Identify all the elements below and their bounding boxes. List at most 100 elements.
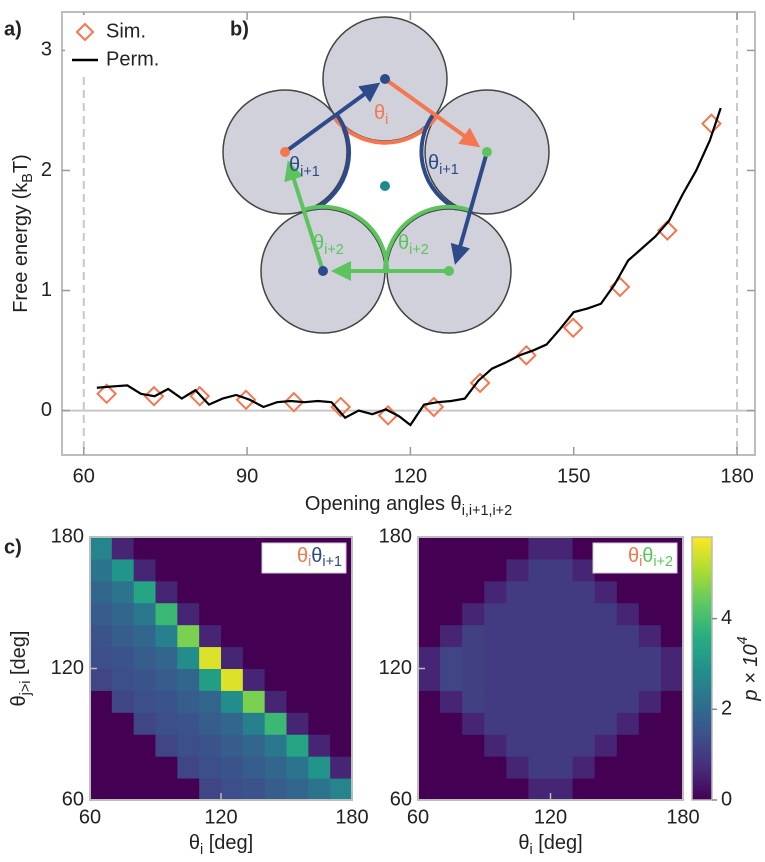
angle-label: θi+1 — [289, 154, 320, 180]
colorbar-tick-label: 0 — [721, 788, 732, 810]
heatmap-cell — [594, 756, 618, 779]
heatmap-cell — [462, 624, 485, 648]
label-text: [deg] — [203, 832, 253, 854]
data-point — [423, 396, 445, 418]
heatmap-cell — [418, 624, 441, 648]
heatmap-cell — [242, 734, 266, 757]
heatmap-cell — [660, 624, 684, 648]
subscript: i+1 — [439, 162, 459, 178]
heatmap-cell — [155, 778, 178, 801]
heatmap-cell — [199, 734, 222, 757]
heatmap-cell — [308, 668, 331, 691]
heatmap-cell — [264, 602, 287, 626]
heatmap-cell — [462, 558, 485, 582]
x-tick-label: 120 — [204, 806, 237, 828]
heatmap-cell — [330, 646, 353, 669]
heatmap-cell — [177, 646, 200, 669]
heatmap-cell — [199, 537, 222, 560]
heatmap-cell — [418, 602, 441, 626]
heatmap-cell — [308, 712, 331, 735]
heatmap-cell — [550, 690, 574, 713]
heatmap-cell — [286, 712, 309, 735]
heatmap-cell — [330, 778, 353, 801]
heatmap-cell — [528, 580, 551, 604]
heatmap-cell — [506, 778, 529, 801]
heatmap-cell — [286, 668, 309, 691]
heatmap-cell — [133, 712, 156, 735]
heatmap-cell — [462, 646, 485, 669]
panel-label: a) — [4, 18, 22, 40]
data-point — [515, 344, 537, 366]
heatmap-cell — [111, 690, 135, 713]
heatmap-cell — [616, 778, 640, 801]
heatmap-cell — [550, 580, 574, 604]
heatmap-cell — [177, 558, 200, 582]
heatmap-cell — [177, 624, 200, 648]
heatmap-cell — [177, 690, 200, 713]
heatmap-cell — [506, 712, 529, 735]
heatmap-cell — [484, 602, 507, 626]
data-point — [189, 385, 211, 407]
heatmap-cell — [221, 712, 244, 735]
heatmap-cell — [550, 602, 574, 626]
heatmap-cell — [572, 778, 596, 801]
heatmap-cell — [616, 690, 640, 713]
heatmap-cell — [660, 712, 684, 735]
heatmap-cell — [155, 580, 178, 604]
heatmap-cell — [572, 690, 596, 713]
heatmap-cell — [90, 558, 113, 582]
heatmap-cell — [308, 734, 331, 757]
heatmap-cell — [242, 537, 266, 560]
heatmap-cell — [155, 537, 178, 560]
heatmap-cell — [506, 537, 529, 560]
subscript: i+2 — [324, 242, 344, 258]
heatmap-cell — [484, 778, 507, 801]
heatmap-cell — [308, 646, 331, 669]
heatmap-cell — [221, 778, 244, 801]
heatmap-cell — [199, 778, 222, 801]
heatmap-cell — [264, 668, 287, 691]
heatmap-cell — [286, 690, 309, 713]
legend-label: θiθi+1 — [297, 545, 342, 570]
heatmap-cell — [308, 690, 331, 713]
label-text: p × 10 — [740, 644, 762, 701]
heatmap-cell — [155, 624, 178, 648]
heatmap-cell — [264, 778, 287, 801]
heatmap-cell — [638, 690, 662, 713]
heatmap-cell — [594, 602, 618, 626]
heatmap-cell — [440, 558, 463, 582]
y-tick-label: 120 — [379, 657, 412, 679]
heatmap-cell — [594, 668, 618, 691]
center-node — [380, 181, 390, 191]
label-text: θ — [374, 102, 385, 124]
colorbar — [691, 536, 713, 801]
heatmap-cell — [155, 602, 178, 626]
heatmap-cell — [440, 756, 463, 779]
heatmap-cell — [242, 646, 266, 669]
heatmap-cell — [330, 690, 353, 713]
colorbar-label: p × 104 — [735, 636, 762, 701]
data-point — [656, 220, 678, 241]
heatmap-cell — [330, 580, 353, 604]
legend-label: Sim. — [106, 20, 146, 42]
legend-label: θiθi+2 — [628, 545, 673, 570]
heatmap-cell — [111, 580, 135, 604]
heatmap-cell — [528, 558, 551, 582]
y-tick-label: 180 — [51, 525, 84, 547]
heatmap-cell — [616, 624, 640, 648]
y-tick-label: 180 — [379, 525, 412, 547]
heatmap-cell — [221, 558, 244, 582]
heatmap-cell — [484, 646, 507, 669]
subscript: i — [385, 112, 388, 128]
colorbar-tick-label: 2 — [721, 698, 732, 720]
heatmap-cell — [550, 756, 574, 779]
heatmap-cell — [418, 558, 441, 582]
heatmap-cell — [550, 646, 574, 669]
heatmap-cell — [440, 668, 463, 691]
heatmap-cell — [418, 778, 441, 801]
node — [482, 147, 492, 157]
panel-label: c) — [4, 536, 22, 558]
heatmap-cell — [221, 580, 244, 604]
heatmap-cell — [440, 778, 463, 801]
